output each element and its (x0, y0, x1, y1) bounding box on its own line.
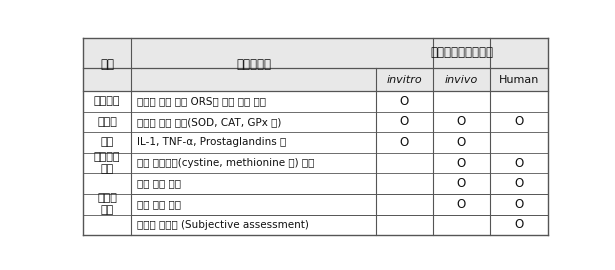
Text: 모발 아미노산(cystine, methionine 등) 조성: 모발 아미노산(cystine, methionine 등) 조성 (137, 158, 314, 168)
Text: O: O (514, 218, 523, 231)
Text: invitro: invitro (386, 75, 422, 85)
Text: O: O (457, 198, 466, 211)
Text: 모발 탄력 변화: 모발 탄력 변화 (137, 179, 181, 189)
Text: 임상적
증상: 임상적 증상 (97, 193, 117, 215)
Text: O: O (514, 198, 523, 211)
Text: 측정가능한연구유형: 측정가능한연구유형 (430, 46, 493, 59)
Bar (82, 68, 548, 91)
Text: O: O (457, 157, 466, 170)
Text: O: O (457, 136, 466, 149)
Text: 항염: 항염 (100, 137, 114, 147)
Text: 항산화: 항산화 (97, 117, 117, 127)
Text: 영양공급
촉진: 영양공급 촉진 (93, 152, 121, 174)
Text: 대상자 만족도 (Subjective assessment): 대상자 만족도 (Subjective assessment) (137, 220, 309, 230)
Text: IL-1, TNF-α, Prostaglandins 등: IL-1, TNF-α, Prostaglandins 등 (137, 137, 287, 147)
Text: 항산화 효소 활성(SOD, CAT, GPx 등): 항산화 효소 활성(SOD, CAT, GPx 등) (137, 117, 282, 127)
Text: O: O (514, 177, 523, 190)
Text: O: O (457, 177, 466, 190)
Text: O: O (514, 157, 523, 170)
Text: O: O (400, 95, 409, 108)
Bar (82, 38, 548, 68)
Text: O: O (457, 115, 466, 128)
Text: invivo: invivo (445, 75, 478, 85)
Text: 세포증식: 세포증식 (93, 96, 121, 106)
Text: 모발 윤기 변화: 모발 윤기 변화 (137, 199, 181, 209)
Text: 바이오마커: 바이오마커 (236, 58, 271, 71)
Text: O: O (400, 115, 409, 128)
Text: O: O (514, 115, 523, 128)
Text: 모유두 세포 또는 ORS의 증식 촉진 효과: 모유두 세포 또는 ORS의 증식 촉진 효과 (137, 96, 266, 106)
Text: Human: Human (499, 75, 539, 85)
Text: O: O (400, 136, 409, 149)
Text: 구분: 구분 (100, 58, 114, 71)
